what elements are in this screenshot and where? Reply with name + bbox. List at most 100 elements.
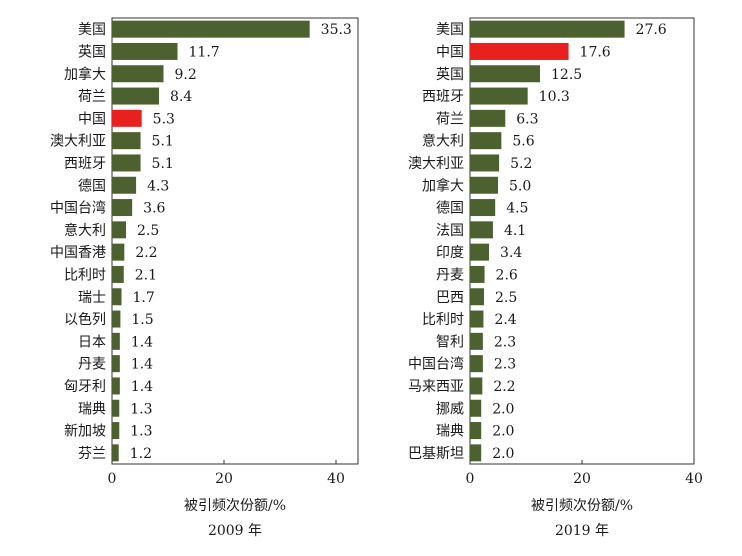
value-label: 1.3 (130, 424, 152, 440)
bar (112, 377, 120, 395)
bar (112, 154, 141, 172)
value-label: 8.4 (170, 89, 192, 105)
category-label: 英国 (436, 66, 464, 83)
category-label: 以色列 (64, 311, 106, 328)
category-label: 瑞典 (78, 401, 106, 417)
category-label: 智利 (436, 334, 464, 350)
category-label: 瑞典 (436, 424, 464, 440)
x-tick-label: 0 (108, 471, 117, 487)
bar (112, 132, 141, 150)
value-label: 2.5 (137, 223, 159, 239)
value-label: 17.6 (580, 44, 611, 60)
x-axis-label: 被引频次份额/% (531, 498, 633, 514)
bar (112, 399, 120, 417)
value-label: 10.3 (539, 89, 570, 105)
category-label: 澳大利亚 (408, 156, 464, 172)
value-label: 2.0 (492, 424, 514, 440)
category-label: 德国 (436, 201, 464, 217)
value-label: 3.6 (143, 201, 165, 217)
value-label: 5.1 (152, 134, 174, 150)
bar (112, 243, 125, 261)
category-label: 中国 (436, 44, 464, 60)
value-label: 5.3 (153, 111, 175, 127)
category-label: 挪威 (436, 401, 464, 417)
value-label: 2.6 (496, 267, 518, 283)
category-label: 荷兰 (436, 111, 464, 127)
category-label: 荷兰 (78, 89, 106, 105)
value-label: 2.0 (492, 401, 514, 417)
category-label: 意大利 (422, 133, 464, 150)
value-label: 1.4 (131, 357, 153, 373)
bar (470, 87, 528, 105)
chart-panel-2019: 美国 27.6 中国 17.6 英国 12.5 西班牙 10.3 荷兰 6.3 意大利 5.6 澳大利亚… (408, 17, 703, 539)
x-tick-label: 20 (215, 471, 233, 487)
bar (112, 355, 120, 373)
bar (470, 199, 496, 217)
value-label: 1.2 (130, 446, 152, 462)
category-label: 比利时 (422, 312, 464, 328)
category-label: 丹麦 (436, 267, 464, 283)
value-label: 2.2 (493, 379, 515, 395)
category-label: 中国台湾 (408, 356, 464, 373)
category-label: 日本 (78, 334, 106, 350)
value-label: 11.7 (189, 44, 220, 60)
category-label: 意大利 (64, 222, 106, 239)
category-label: 西班牙 (422, 89, 464, 105)
bar (470, 42, 569, 60)
value-label: 9.2 (175, 67, 197, 83)
value-label: 35.3 (321, 22, 352, 38)
category-label: 丹麦 (78, 357, 106, 373)
value-label: 1.4 (131, 334, 153, 350)
bar (470, 176, 498, 194)
chart-panel-2009: 美国 35.3 英国 11.7 加拿大 9.2 荷兰 8.4 中国 5.3 澳大利亚 5.1 西班牙 5.… (50, 17, 359, 539)
value-label: 1.3 (130, 401, 152, 417)
value-label: 3.4 (500, 245, 522, 261)
bar (112, 65, 164, 83)
category-label: 巴西 (436, 290, 464, 306)
category-label: 瑞士 (78, 290, 106, 306)
category-label: 中国 (78, 111, 106, 127)
category-label: 匈牙利 (64, 379, 106, 395)
bar (112, 422, 120, 440)
value-label: 12.5 (551, 67, 582, 83)
value-label: 6.3 (516, 111, 538, 127)
value-label: 2.2 (135, 245, 157, 261)
category-label: 美国 (436, 22, 464, 38)
x-axis-label: 被引频次份额/% (184, 498, 286, 514)
bar (470, 65, 540, 83)
bar (470, 132, 502, 150)
bar (470, 243, 490, 261)
category-label: 德国 (78, 178, 106, 194)
category-label: 马来西亚 (408, 379, 464, 395)
bar (470, 332, 483, 350)
plot-frame (469, 17, 695, 465)
category-label: 西班牙 (64, 156, 106, 172)
value-label: 5.6 (512, 134, 534, 150)
bar (112, 265, 124, 283)
bar (470, 265, 485, 283)
value-label: 2.0 (492, 446, 514, 462)
category-label: 比利时 (64, 267, 106, 283)
category-label: 加拿大 (422, 177, 464, 194)
x-tick-label: 0 (466, 471, 475, 487)
category-label: 巴基斯坦 (408, 445, 464, 462)
bar (470, 444, 482, 462)
bar (112, 288, 122, 306)
bar (112, 310, 121, 328)
x-tick-label: 40 (327, 471, 345, 487)
value-label: 2.4 (494, 312, 516, 328)
value-label: 1.7 (133, 290, 155, 306)
value-label: 5.1 (152, 156, 174, 172)
value-label: 4.3 (147, 178, 169, 194)
value-label: 2.3 (494, 357, 516, 373)
bar (470, 310, 484, 328)
bar (470, 288, 484, 306)
bar (112, 332, 120, 350)
value-label: 5.2 (510, 156, 532, 172)
bar (470, 221, 493, 239)
category-label: 澳大利亚 (50, 134, 106, 150)
bar (112, 20, 310, 38)
category-label: 中国台湾 (50, 200, 106, 217)
value-label: 1.5 (131, 312, 153, 328)
bar (470, 154, 500, 172)
